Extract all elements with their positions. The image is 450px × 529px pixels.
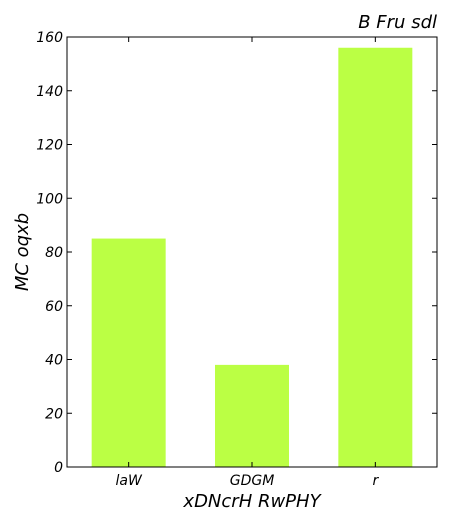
chart-title: B Fru sdl	[358, 12, 437, 33]
bar-laW	[91, 238, 166, 467]
labels-layer: laW GDGM r 0 20 40 60 80 100 120 140 160	[36, 30, 379, 489]
x-axis-title: xDNcrH RwPHY	[182, 491, 322, 512]
bar-r	[338, 47, 413, 467]
y-tick-label: 40	[45, 353, 63, 369]
y-tick-label: 60	[45, 299, 63, 315]
y-tick-label: 160	[36, 30, 63, 46]
y-tick-label: 20	[45, 406, 63, 422]
plot-frame	[66, 36, 438, 468]
x-tick-label: GDGM	[230, 473, 275, 489]
y-axis-title: MC oqxb	[12, 213, 33, 291]
y-tick-label: 140	[36, 84, 63, 100]
y-tick-label: 80	[45, 245, 63, 261]
y-tick-label: 120	[36, 138, 63, 154]
x-tick-label: r	[372, 473, 379, 489]
y-tick-label: 100	[36, 191, 63, 207]
y-tick-label: 0	[54, 460, 63, 476]
x-tick-label: laW	[116, 473, 143, 489]
bar-GDGM	[215, 364, 289, 468]
bars-layer	[91, 47, 413, 468]
